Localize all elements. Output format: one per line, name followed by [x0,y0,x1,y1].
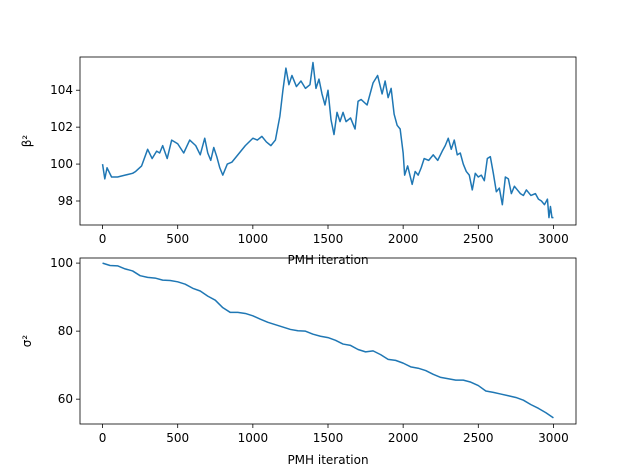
top-y-ticks: 98 100 102 104 [50,83,80,208]
x-tick-label: 2500 [463,431,494,445]
x-tick-label: 0 [99,431,107,445]
x-tick-label: 2500 [463,232,494,246]
x-tick-label: 500 [166,232,189,246]
x-tick-label: 500 [166,431,189,445]
x-tick-label: 1000 [238,232,269,246]
top-x-axis-label: PMH iteration [287,253,368,267]
bottom-y-axis-label: σ² [20,335,34,348]
x-tick-label: 2000 [388,431,419,445]
y-tick-label: 80 [58,324,73,338]
y-tick-label: 60 [58,392,73,406]
y-tick-label: 100 [50,256,73,270]
beta-squared-trace-panel: 0 500 1000 1500 2000 2500 3000 98 100 102 104 PMH… [20,56,577,267]
x-tick-label: 1000 [238,431,269,445]
bottom-x-ticks: 0 500 1000 1500 2000 2500 3000 [99,424,569,445]
y-tick-label: 98 [58,194,73,208]
x-tick-label: 1500 [313,232,344,246]
y-tick-label: 102 [50,120,73,134]
sigma-squared-trace-line [102,262,554,419]
x-tick-label: 3000 [538,232,569,246]
x-tick-label: 2000 [388,232,419,246]
y-tick-label: 100 [50,157,73,171]
x-tick-label: 1500 [313,431,344,445]
x-tick-label: 0 [99,232,107,246]
x-tick-label: 3000 [538,431,569,445]
top-x-ticks: 0 500 1000 1500 2000 2500 3000 [99,225,569,246]
top-y-axis-label: β² [20,135,34,148]
beta-squared-trace-line [101,61,554,219]
sigma-squared-trace-panel: 0 500 1000 1500 2000 2500 3000 60 80 100 PMH ite… [20,256,577,467]
y-tick-label: 104 [50,83,73,97]
bottom-y-ticks: 60 80 100 [50,256,80,406]
bottom-x-axis-label: PMH iteration [287,453,368,467]
